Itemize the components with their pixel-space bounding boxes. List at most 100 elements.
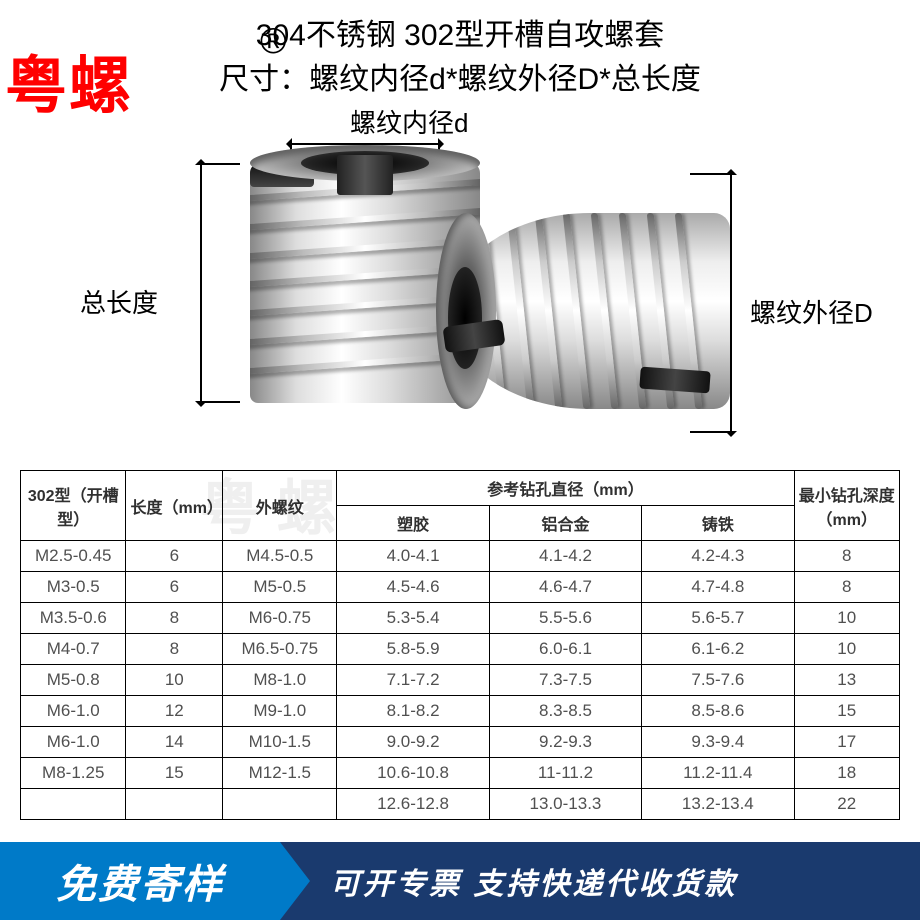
table-cell: 8 [794, 541, 899, 572]
footer-free-sample: 免费寄样 [56, 852, 224, 910]
brand-watermark: 粤螺 [5, 35, 133, 125]
table-cell: 10 [794, 634, 899, 665]
table-row: M5-0.810M8-1.07.1-7.27.3-7.57.5-7.613 [21, 665, 900, 696]
table-cell: M3-0.5 [21, 572, 126, 603]
dimension-line-outer-d [730, 173, 732, 433]
table-cell: 6 [126, 572, 223, 603]
table-cell: 4.0-4.1 [337, 541, 489, 572]
table-cell: 10 [794, 603, 899, 634]
table-cell: 8 [794, 572, 899, 603]
table-cell: 13 [794, 665, 899, 696]
table-cell: 4.6-4.7 [489, 572, 641, 603]
col-group-drill: 参考钻孔直径（mm） [337, 471, 794, 506]
table-cell: 4.1-4.2 [489, 541, 641, 572]
table-cell: M6.5-0.75 [223, 634, 337, 665]
spec-table: 302型（开槽型） 长度（mm） 外螺纹 参考钻孔直径（mm） 最小钻孔深度（m… [20, 470, 900, 820]
table-cell: 5.3-5.4 [337, 603, 489, 634]
table-cell: M6-0.75 [223, 603, 337, 634]
table-cell: M6-1.0 [21, 696, 126, 727]
table-row: M3-0.56M5-0.54.5-4.64.6-4.74.7-4.88 [21, 572, 900, 603]
table-cell: 9.0-9.2 [337, 727, 489, 758]
table-row: M6-1.012M9-1.08.1-8.28.3-8.58.5-8.615 [21, 696, 900, 727]
table-cell: 9.2-9.3 [489, 727, 641, 758]
spec-table-container: 302型（开槽型） 长度（mm） 外螺纹 参考钻孔直径（mm） 最小钻孔深度（m… [0, 470, 920, 820]
col-min-depth: 最小钻孔深度（mm） [794, 471, 899, 541]
col-outer-thread: 外螺纹 [223, 471, 337, 541]
table-cell: M10-1.5 [223, 727, 337, 758]
table-cell: 10 [126, 665, 223, 696]
table-cell: 9.3-9.4 [642, 727, 794, 758]
table-cell: M12-1.5 [223, 758, 337, 789]
table-cell: 8 [126, 603, 223, 634]
footer-services: 可开专票 支持快递代收货款 [330, 859, 737, 903]
footer-left: 免费寄样 [0, 842, 280, 920]
footer-right: 可开专票 支持快递代收货款 [280, 842, 920, 920]
table-cell: M5-0.5 [223, 572, 337, 603]
table-cell [126, 789, 223, 820]
table-cell: 10.6-10.8 [337, 758, 489, 789]
diagram-area: 螺纹内径d 总长度 螺纹外径D [0, 103, 920, 463]
table-cell: M8-1.25 [21, 758, 126, 789]
table-row: M2.5-0.456M4.5-0.54.0-4.14.1-4.24.2-4.38 [21, 541, 900, 572]
table-cell: 6.0-6.1 [489, 634, 641, 665]
table-cell: M2.5-0.45 [21, 541, 126, 572]
dimension-tick [690, 173, 732, 175]
table-row: M8-1.2515M12-1.510.6-10.811-11.211.2-11.… [21, 758, 900, 789]
table-cell: 13.0-13.3 [489, 789, 641, 820]
dimension-line-length [200, 163, 202, 403]
table-cell: 22 [794, 789, 899, 820]
table-row: 12.6-12.813.0-13.313.2-13.422 [21, 789, 900, 820]
table-cell: 4.2-4.3 [642, 541, 794, 572]
table-cell: 6.1-6.2 [642, 634, 794, 665]
title-line1: 304不锈钢 302型开槽自攻螺套 [0, 10, 920, 54]
dimension-tick [200, 163, 240, 165]
table-cell: 8.5-8.6 [642, 696, 794, 727]
table-cell: 6 [126, 541, 223, 572]
footer-banner: 免费寄样 可开专票 支持快递代收货款 [0, 842, 920, 920]
table-row: M3.5-0.68M6-0.755.3-5.45.5-5.65.6-5.710 [21, 603, 900, 634]
table-row: M4-0.78M6.5-0.755.8-5.96.0-6.16.1-6.210 [21, 634, 900, 665]
table-cell: M4.5-0.5 [223, 541, 337, 572]
table-cell: 11-11.2 [489, 758, 641, 789]
table-cell: 15 [794, 696, 899, 727]
table-cell: 7.3-7.5 [489, 665, 641, 696]
table-cell: 5.6-5.7 [642, 603, 794, 634]
table-cell: 4.7-4.8 [642, 572, 794, 603]
table-cell: 18 [794, 758, 899, 789]
col-cast-iron: 铸铁 [642, 506, 794, 541]
thread-insert-laying-illustration [450, 203, 730, 433]
table-cell: M9-1.0 [223, 696, 337, 727]
table-cell: M5-0.8 [21, 665, 126, 696]
table-row: M6-1.014M10-1.59.0-9.29.2-9.39.3-9.417 [21, 727, 900, 758]
table-cell: 4.5-4.6 [337, 572, 489, 603]
label-outer-diameter: 螺纹外径D [750, 293, 873, 330]
table-cell: M3.5-0.6 [21, 603, 126, 634]
table-cell: 13.2-13.4 [642, 789, 794, 820]
label-inner-diameter: 螺纹内径d [350, 103, 468, 140]
table-cell: 5.5-5.6 [489, 603, 641, 634]
table-cell: 15 [126, 758, 223, 789]
table-cell: 7.1-7.2 [337, 665, 489, 696]
label-total-length: 总长度 [80, 283, 158, 320]
title-line2: 尺寸：螺纹内径d*螺纹外径D*总长度 [0, 54, 920, 98]
header: 304不锈钢 302型开槽自攻螺套 尺寸：螺纹内径d*螺纹外径D*总长度 [0, 0, 920, 98]
table-cell [21, 789, 126, 820]
col-plastic: 塑胶 [337, 506, 489, 541]
table-cell: 5.8-5.9 [337, 634, 489, 665]
table-cell: 12 [126, 696, 223, 727]
table-cell: 14 [126, 727, 223, 758]
table-cell: M6-1.0 [21, 727, 126, 758]
table-cell: M8-1.0 [223, 665, 337, 696]
table-cell: 8.1-8.2 [337, 696, 489, 727]
table-cell: 12.6-12.8 [337, 789, 489, 820]
table-cell: 7.5-7.6 [642, 665, 794, 696]
table-cell: 11.2-11.4 [642, 758, 794, 789]
table-cell: 8.3-8.5 [489, 696, 641, 727]
col-aluminum: 铝合金 [489, 506, 641, 541]
col-length: 长度（mm） [126, 471, 223, 541]
table-cell [223, 789, 337, 820]
dimension-tick [200, 401, 240, 403]
registered-mark-icon: ® [260, 20, 287, 62]
table-cell: 8 [126, 634, 223, 665]
table-cell: 17 [794, 727, 899, 758]
